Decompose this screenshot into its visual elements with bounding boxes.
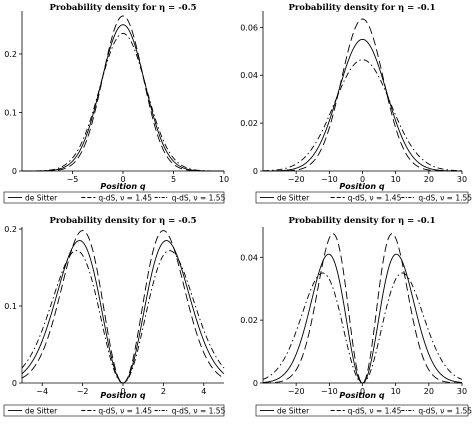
series-line-1 [262, 253, 463, 384]
legend-label: q-dS, ν = 1.45 [98, 193, 152, 202]
x-tick-label: 0 [360, 175, 365, 184]
y-tick-label: 0.04 [240, 253, 258, 262]
x-tick-label: −20 [288, 387, 305, 396]
series-line-2 [21, 230, 225, 384]
series-line-2 [22, 15, 224, 172]
chart-panel-4: Probability density for η = -0.1 −20 −10 0 1… [240, 216, 472, 417]
legend-label: q-dS, ν = 1.45 [98, 406, 152, 415]
legend-label: de Sitter [277, 193, 310, 202]
y-tick-label: 0.2 [4, 50, 17, 59]
legend-label: q-dS, ν = 1.55 [172, 406, 226, 415]
chart-title: Probability density for η = -0.1 [288, 216, 435, 226]
x-tick-label: 0 [120, 387, 125, 396]
chart-panel-3: Probability density for η = -0.5 −4 −2 0 2 4 0… [3, 216, 226, 417]
y-tick-label: 0.1 [4, 108, 17, 117]
y-tick-label: 0.1 [4, 302, 17, 311]
x-tick-label: 10 [391, 387, 401, 396]
legend-label: de Sitter [25, 193, 58, 202]
series-line-3 [262, 272, 463, 384]
legend: de Sitter q-dS, ν = 1.45 q-dS, ν = 1.55 [255, 191, 472, 204]
legend: de Sitter q-dS, ν = 1.45 q-dS, ν = 1.55 [255, 404, 472, 417]
x-tick-label: 20 [424, 387, 434, 396]
x-tick-label: 30 [457, 387, 467, 396]
chart-title: Probability density for η = -0.5 [49, 216, 196, 226]
chart-title: Probability density for η = -0.1 [288, 3, 435, 13]
legend-label: de Sitter [277, 406, 310, 415]
legend-box [255, 191, 469, 204]
y-tick-label: 0 [253, 379, 258, 388]
legend-box [3, 191, 225, 204]
x-axis-label: Position q [100, 182, 145, 191]
x-axis-label: Position q [339, 182, 384, 191]
x-tick-label: 2 [161, 387, 166, 396]
x-tick-label: 10 [219, 175, 229, 184]
y-tick-label: 0.04 [240, 71, 258, 80]
series-line-3 [262, 59, 463, 172]
legend: de Sitter q-dS, ν = 1.45 q-dS, ν = 1.55 [3, 404, 226, 417]
x-tick-label: −10 [321, 175, 338, 184]
series-line-1 [262, 38, 463, 172]
chart-title: Probability density for η = -0.5 [49, 3, 196, 13]
legend-label: q-dS, ν = 1.55 [418, 406, 472, 415]
legend-label: q-dS, ν = 1.55 [418, 193, 472, 202]
y-tick-label: 0.02 [240, 316, 258, 325]
x-tick-label: −10 [321, 387, 338, 396]
y-tick-label: 0 [12, 167, 17, 176]
x-tick-label: 30 [457, 175, 467, 184]
y-tick-label: 0 [12, 379, 17, 388]
series-line-2 [262, 233, 463, 384]
legend-label: q-dS, ν = 1.55 [172, 193, 226, 202]
series-line-1 [22, 24, 224, 172]
series-line-2 [263, 18, 462, 172]
series-line-1 [21, 240, 225, 384]
x-tick-label: −5 [67, 175, 79, 184]
series-line-3 [21, 250, 225, 384]
x-tick-label: 4 [201, 387, 206, 396]
x-axis-label: Position q [100, 391, 145, 400]
x-tick-label: 20 [424, 175, 434, 184]
x-tick-label: −4 [36, 387, 48, 396]
x-tick-label: 5 [171, 175, 176, 184]
y-tick-label: 0.2 [4, 225, 17, 234]
x-tick-label: 10 [391, 175, 401, 184]
legend-label: q-dS, ν = 1.45 [348, 193, 402, 202]
y-tick-label: 0.06 [240, 23, 258, 32]
y-tick-label: 0 [253, 167, 258, 176]
x-tick-label: −20 [288, 175, 305, 184]
legend: de Sitter q-dS, ν = 1.45 q-dS, ν = 1.55 [3, 191, 226, 204]
legend-label: de Sitter [25, 406, 58, 415]
y-tick-label: 0.02 [240, 119, 258, 128]
legend-box [255, 404, 469, 417]
x-axis-label: Position q [339, 391, 384, 400]
series-line-3 [22, 33, 224, 172]
x-tick-label: 0 [120, 175, 125, 184]
chart-panel-2: Probability density for η = -0.1 −20 −10 0 1… [240, 3, 472, 204]
chart-panel-1: Probability density for η = -0.5 −5 0 5 10 0 0… [3, 3, 229, 204]
legend-label: q-dS, ν = 1.45 [348, 406, 402, 415]
x-tick-label: 0 [360, 387, 365, 396]
x-tick-label: −2 [77, 387, 89, 396]
legend-box [3, 404, 225, 417]
